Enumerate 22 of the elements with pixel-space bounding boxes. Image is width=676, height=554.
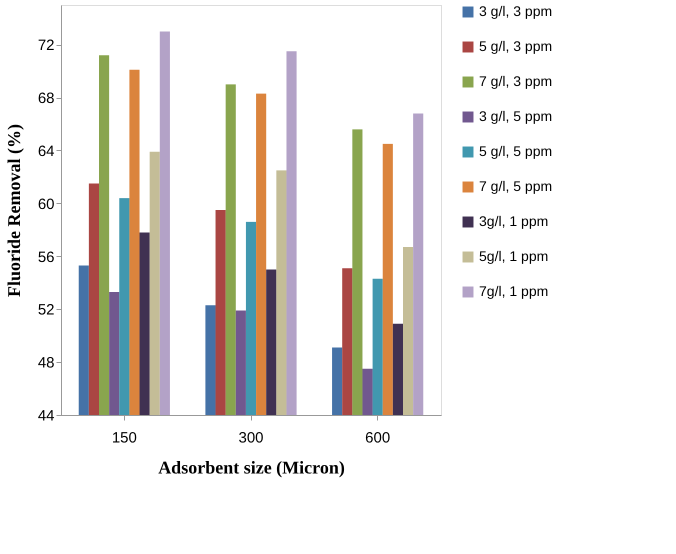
legend-label: 3g/l, 1 ppm	[479, 213, 548, 229]
legend-label: 7g/l, 1 ppm	[479, 283, 548, 299]
legend-label: 5 g/l, 3 ppm	[479, 38, 552, 54]
x-axis-title: Adsorbent size (Micron)	[158, 458, 345, 478]
y-tick-label: 56	[38, 248, 54, 266]
legend-label: 7 g/l, 3 ppm	[479, 73, 552, 89]
y-tick-label: 48	[38, 354, 54, 372]
y-axis-title: Fluoride Removal (%)	[4, 124, 24, 297]
y-tick-label: 52	[38, 302, 54, 319]
y-tick-label: 68	[38, 90, 54, 108]
x-tick-label: 300	[238, 430, 264, 446]
x-tick-label: 600	[365, 430, 390, 446]
y-tick-label: 60	[38, 196, 54, 213]
legend-label: 3 g/l, 5 ppm	[479, 108, 552, 124]
x-tick-label: 150	[112, 430, 137, 446]
y-tick-label: 64	[38, 142, 54, 160]
legend-label: 3 g/l, 3 ppm	[479, 3, 552, 19]
legend-label: 5 g/l, 5 ppm	[479, 143, 552, 159]
legend-label: 5g/l, 1 ppm	[479, 248, 548, 264]
y-tick-label: 72	[38, 37, 54, 54]
y-tick-label: 44	[38, 408, 54, 424]
legend-label: 7 g/l, 5 ppm	[479, 178, 552, 194]
